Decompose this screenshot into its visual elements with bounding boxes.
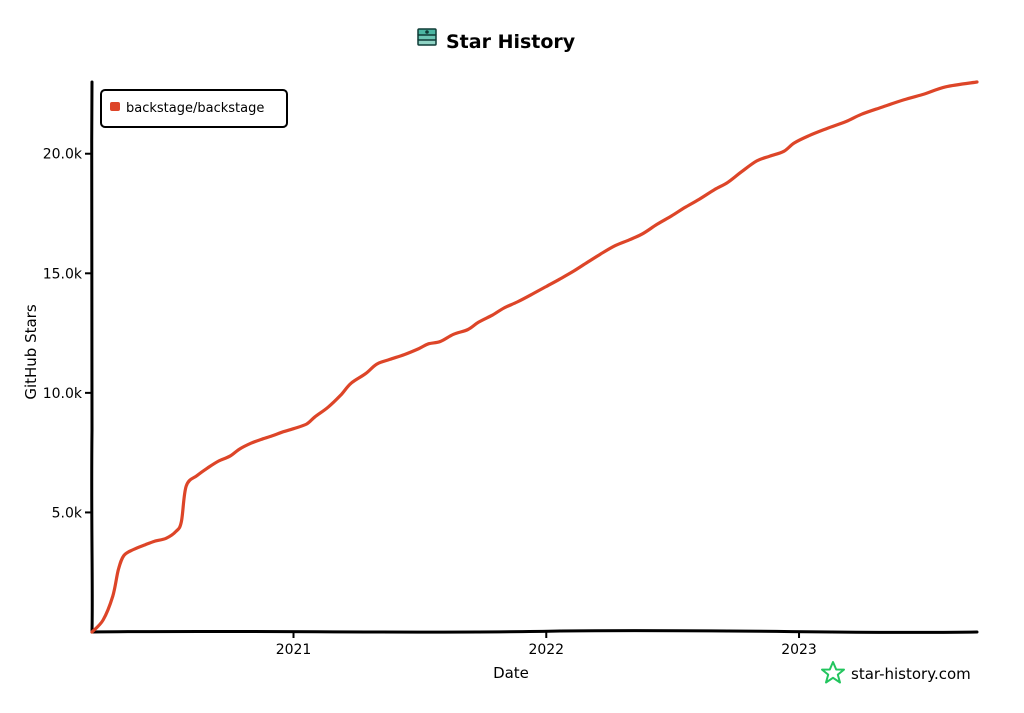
x-axis-label: Date [493, 664, 529, 682]
y-axis-label: GitHub Stars [22, 304, 40, 400]
x-axis-line [90, 629, 979, 634]
x-tick-label: 2022 [528, 642, 564, 658]
chart-title-group: Star History [417, 28, 576, 53]
x-tick-label: 2021 [276, 642, 312, 658]
x-tick-label: 2023 [781, 642, 817, 658]
chart-title: Star History [446, 31, 576, 53]
legend-box [100, 89, 288, 128]
y-tick-label: 15.0k [43, 266, 83, 282]
y-tick-label: 5.0k [52, 505, 83, 521]
footer-brand-text[interactable]: star-history.com [851, 665, 971, 683]
series-layer [90, 80, 979, 634]
star-history-logo-icon [417, 28, 437, 46]
star-outline-icon [821, 661, 845, 684]
legend-swatch [110, 102, 120, 111]
y-tick-label: 10.0k [43, 386, 83, 402]
y-tick-label: 20.0k [43, 147, 83, 163]
series-line-0 [90, 80, 979, 634]
legend-label: backstage/backstage [126, 101, 264, 116]
footer-brand[interactable]: star-history.com [821, 661, 971, 684]
y-axis-line [90, 80, 94, 634]
legend: backstage/backstage [100, 89, 288, 128]
y-axis-ticks: 5.0k 10.0k 15.0k 20.0k [43, 147, 92, 521]
x-axis-ticks: 2021 2022 2023 [276, 632, 817, 658]
